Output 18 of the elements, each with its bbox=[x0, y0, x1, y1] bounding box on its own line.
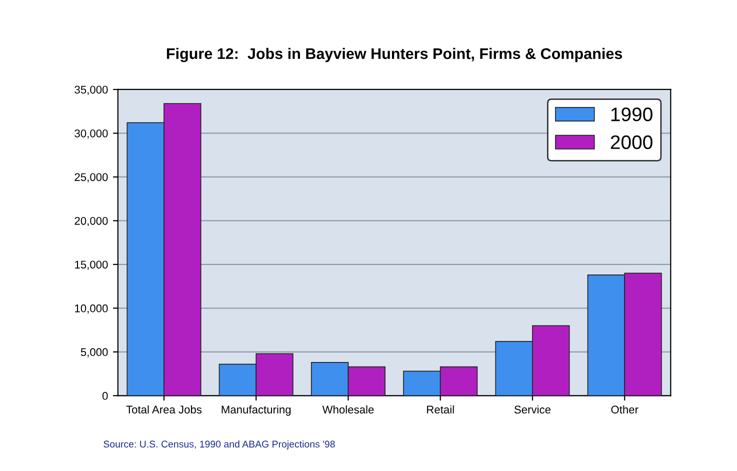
y-tick-label: 5,000 bbox=[80, 348, 108, 358]
legend-label: 1990 bbox=[611, 108, 652, 122]
y-tick-label: 20,000 bbox=[74, 216, 108, 226]
y-tick-label: 15,000 bbox=[75, 260, 108, 270]
x-tick-label: Retail bbox=[427, 405, 454, 414]
legend-label: 2000 bbox=[610, 135, 652, 150]
x-tick-label: Other bbox=[611, 405, 638, 414]
x-tick-label: Wholesale bbox=[322, 405, 374, 414]
chart-title: Figure 12: Jobs in Bayview Hunters Point, Firms & Companies bbox=[166, 48, 622, 62]
x-tick-label: Manufacturing bbox=[222, 405, 291, 416]
y-tick-label: 25,000 bbox=[74, 173, 108, 182]
x-tick-label: Service bbox=[514, 405, 551, 414]
y-tick-label: 30,000 bbox=[74, 129, 108, 139]
y-tick-label: 0 bbox=[102, 392, 108, 400]
y-tick-label: 35,000 bbox=[74, 86, 108, 95]
y-tick-label: 10,000 bbox=[75, 304, 108, 314]
source-note: Source: U.S. Census, 1990 and ABAG Projections '98 bbox=[104, 440, 335, 450]
x-tick-label: Total Area Jobs bbox=[126, 405, 202, 414]
